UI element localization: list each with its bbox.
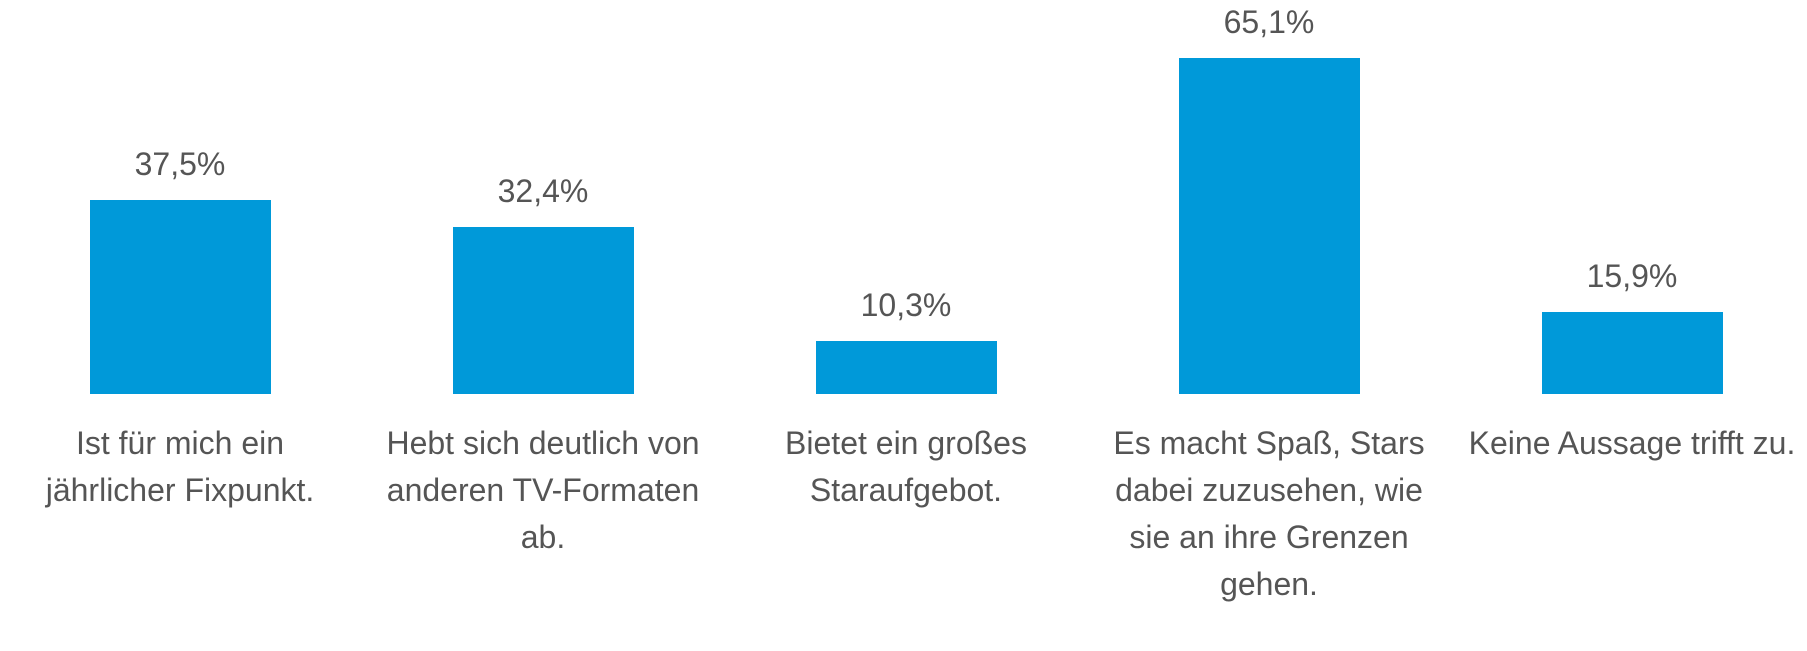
category-label: Hebt sich deutlich von anderen TV-Format… [386,425,700,555]
value-label: 32,4% [497,172,589,209]
bar [89,200,271,394]
value-label: 15,9% [1586,257,1678,294]
category-label: Keine Aussage trifft zu. [1468,425,1796,461]
category-label: Ist für mich ein jährlicher Fixpunkt. [45,425,315,508]
bar [815,340,997,394]
category-label: Es macht Spaß, Stars dabei zuzusehen, wi… [1113,425,1425,602]
value-label: 37,5% [134,146,226,183]
bar [452,226,634,394]
value-label: 65,1% [1223,4,1315,40]
bar [1178,58,1360,394]
category-label: Bietet ein großes Staraufgebot. [785,425,1027,508]
bar [1541,311,1723,394]
value-label: 10,3% [860,286,952,323]
